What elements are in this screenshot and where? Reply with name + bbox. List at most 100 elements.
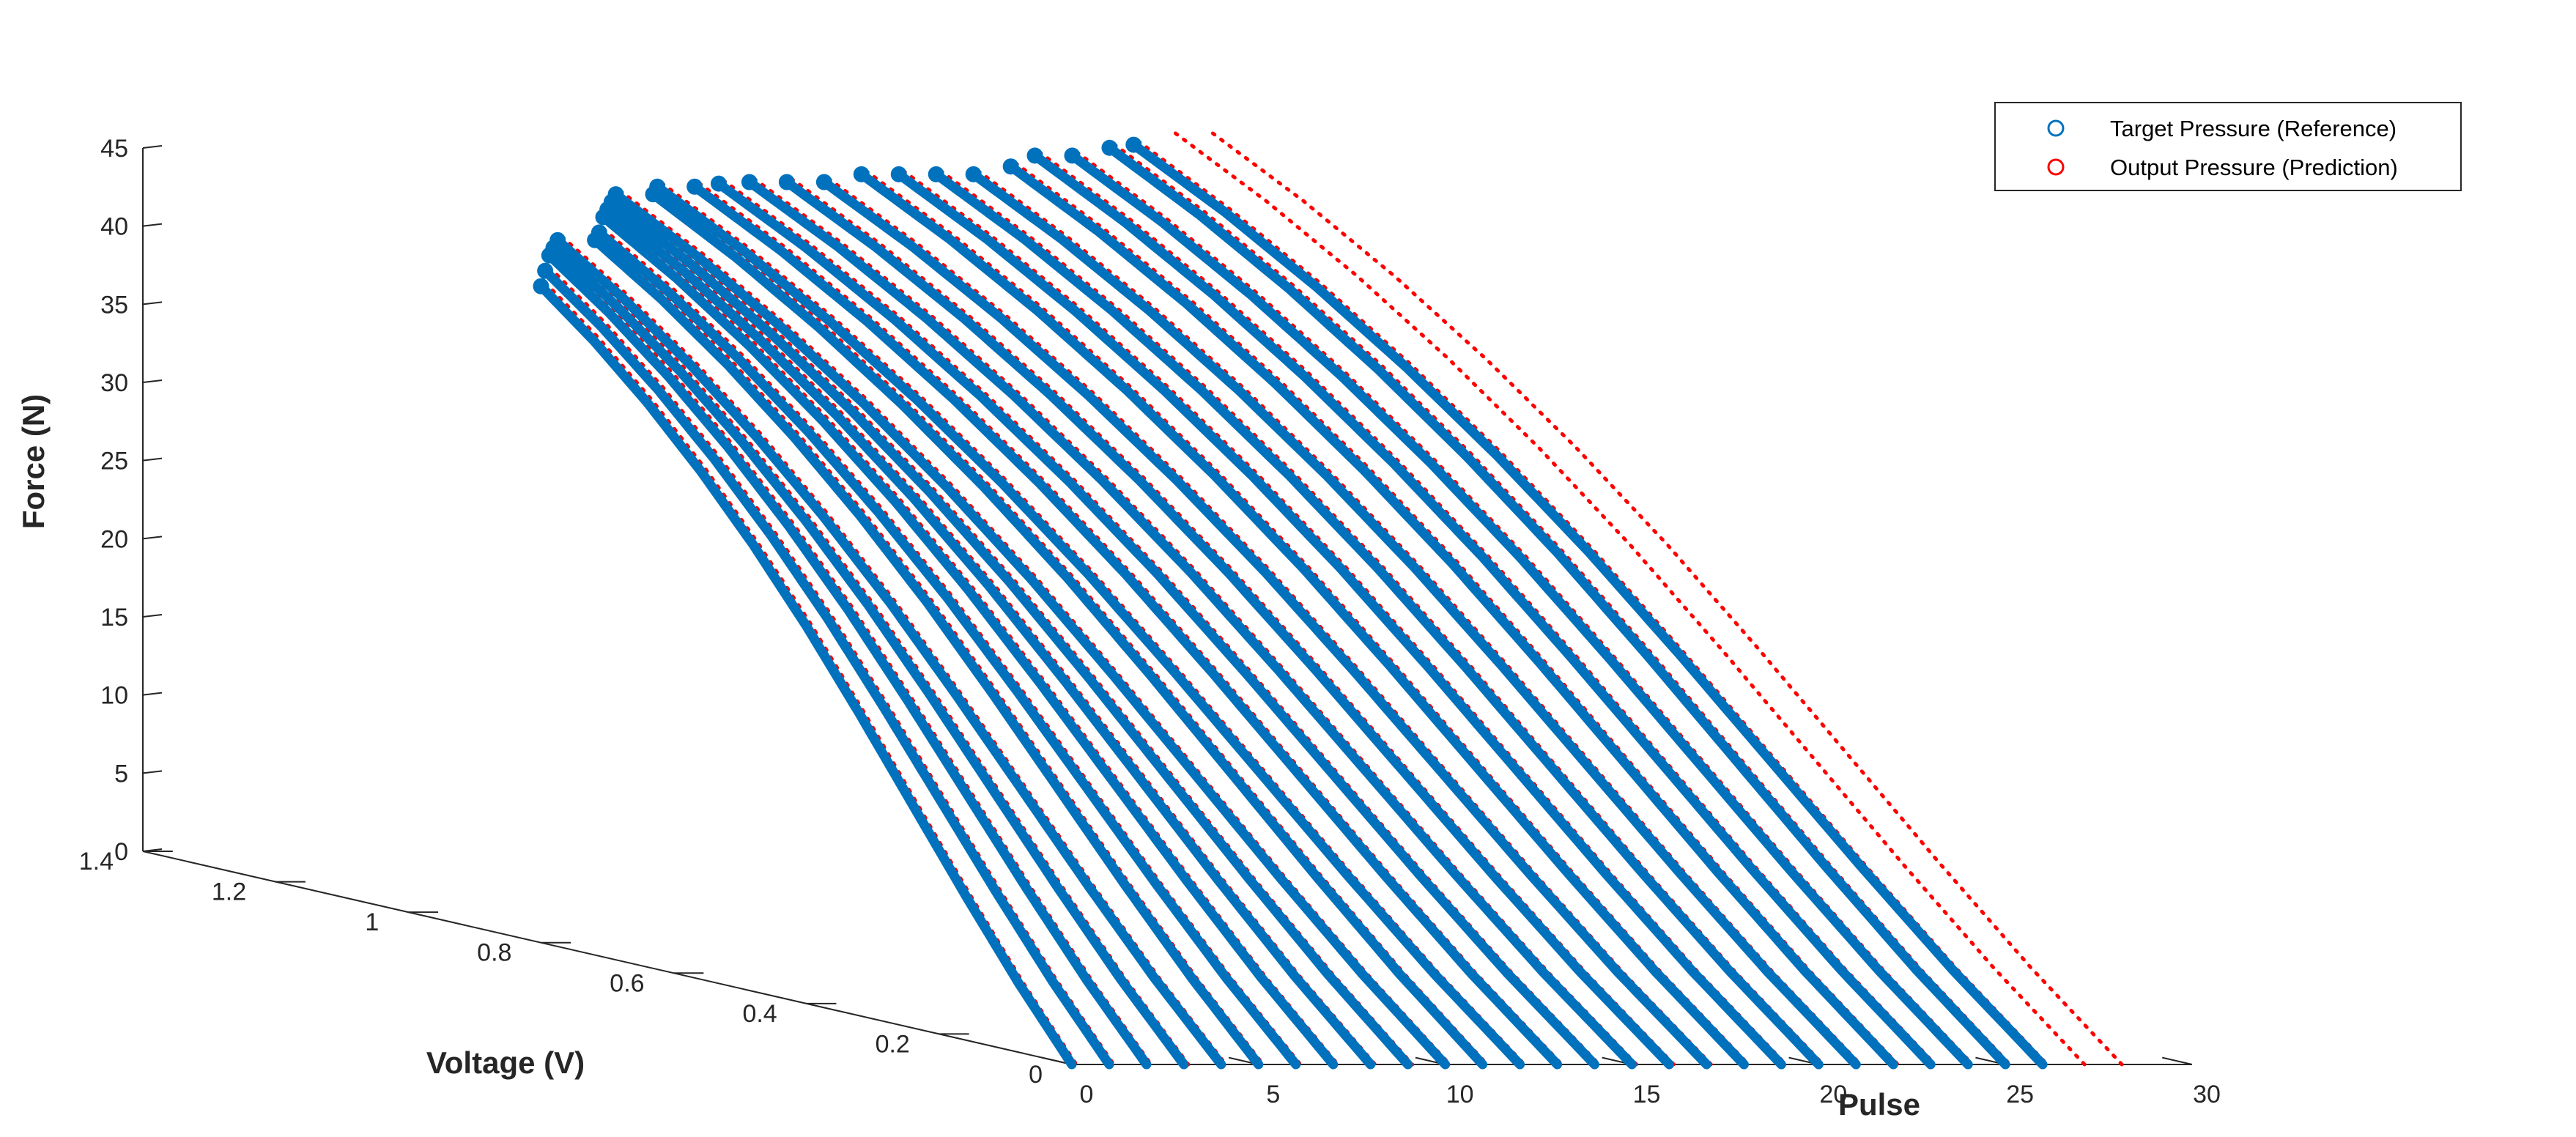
target-peak-marker — [1064, 147, 1081, 164]
target-curve-pulse-16 — [782, 177, 1674, 1070]
target-curve-pulse-9 — [607, 197, 1413, 1070]
target-curve-pulse-13 — [689, 182, 1563, 1070]
x-axis-label: Pulse — [1838, 1087, 1920, 1122]
target-peak-marker — [741, 174, 758, 190]
z-tick-mark — [142, 457, 163, 462]
z-tick-label: 25 — [100, 448, 128, 475]
axis-labels: Pulse Voltage (V) Force (N) — [16, 394, 1920, 1122]
plot-curves — [533, 131, 2124, 1070]
z-tick-mark — [142, 145, 163, 149]
target-curve-pulse-26 — [1128, 140, 2048, 1070]
z-tick-mark — [142, 536, 163, 540]
x-tick-label: 5 — [1266, 1081, 1280, 1108]
target-peak-marker — [928, 166, 944, 182]
z-tick-mark — [142, 223, 163, 227]
target-curve-pulse-21 — [969, 169, 1861, 1070]
z-tick-label: 15 — [100, 604, 128, 632]
prediction-curve-pulse-3 — [556, 242, 1191, 1067]
target-curve-pulse-11 — [648, 189, 1488, 1070]
target-curve-pulse-7 — [599, 212, 1339, 1070]
z-tick-mark — [142, 614, 163, 618]
prediction-curve-pulse-24 — [1075, 150, 1974, 1067]
z-tick-label: 0 — [114, 838, 128, 866]
x-tick-label: 20 — [1819, 1081, 1847, 1108]
target-curve-pulse-10 — [611, 189, 1451, 1070]
target-curve-pulse-23 — [1030, 150, 1936, 1070]
y-tick-label: 0 — [1029, 1061, 1043, 1089]
legend: Target Pressure (Reference) Output Press… — [1994, 102, 2462, 191]
z-tick-label: 5 — [114, 760, 128, 788]
target-curve-pulse-2 — [544, 251, 1152, 1070]
target-curve-pulse-12 — [652, 182, 1525, 1070]
legend-prediction-marker — [2047, 158, 2065, 176]
y-tick-label: 1.2 — [212, 878, 246, 906]
target-curve-pulse-1 — [540, 266, 1114, 1070]
y-tick-label: 0.2 — [876, 1030, 910, 1058]
y-tick-label: 1 — [365, 908, 379, 936]
x-tick-label: 0 — [1080, 1081, 1094, 1108]
target-curve-pulse-20 — [931, 169, 1824, 1070]
z-tick-label: 10 — [100, 682, 128, 710]
target-curve-pulse-8 — [602, 204, 1376, 1070]
legend-target-marker — [2047, 119, 2065, 137]
y-tick-label: 1.4 — [79, 848, 114, 875]
z-axis-label: Force (N) — [16, 394, 51, 529]
z-tick-label: 30 — [100, 369, 128, 397]
x-tick-mark — [2162, 1056, 2193, 1065]
target-peak-marker — [710, 175, 727, 192]
legend-target-label: Target Pressure (Reference) — [2110, 116, 2397, 141]
target-peak-marker — [1125, 136, 1142, 153]
target-curve-pulse-0 — [536, 281, 1077, 1070]
legend-box — [1994, 102, 2462, 191]
y-axis-label: Voltage (V) — [426, 1045, 585, 1080]
target-peak-marker — [1002, 158, 1019, 175]
target-curve-pulse-17 — [819, 177, 1711, 1070]
target-peak-marker — [1026, 147, 1043, 164]
target-peak-marker — [591, 224, 607, 241]
target-peak-marker — [965, 166, 982, 182]
x-tick-label: 15 — [1633, 1081, 1661, 1108]
prediction-curve-pulse-28 — [1210, 131, 2124, 1067]
prediction-curve-pulse-2 — [552, 250, 1153, 1067]
x-tick-label: 10 — [1446, 1081, 1474, 1108]
target-curve-pulse-5 — [590, 235, 1264, 1070]
target-curve-pulse-4 — [552, 235, 1226, 1070]
target-curve-pulse-14 — [714, 179, 1599, 1070]
z-tick-mark — [142, 692, 163, 696]
target-peak-marker — [549, 232, 566, 248]
z-tick-mark — [142, 848, 163, 852]
target-peak-marker — [607, 186, 624, 203]
target-curve-pulse-3 — [549, 242, 1189, 1070]
prediction-curve-pulse-1 — [547, 265, 1116, 1067]
x-tick-label: 25 — [2006, 1081, 2034, 1108]
target-peak-marker — [1101, 139, 1118, 156]
target-curve-pulse-25 — [1105, 143, 2010, 1070]
y-tick-label: 0.4 — [742, 1000, 777, 1028]
target-peak-marker — [853, 166, 870, 182]
x-tick-label: 30 — [2193, 1081, 2221, 1108]
target-peak-marker — [533, 278, 549, 295]
target-curve-pulse-24 — [1067, 150, 1973, 1070]
target-curve-pulse-18 — [856, 169, 1749, 1070]
target-peak-marker — [686, 178, 703, 195]
target-peak-marker — [890, 166, 907, 182]
z-tick-label: 20 — [100, 525, 128, 553]
target-curve-pulse-22 — [1006, 161, 1898, 1070]
target-peak-marker — [778, 174, 795, 190]
z-tick-label: 40 — [100, 213, 128, 241]
target-curve-pulse-15 — [744, 177, 1637, 1070]
target-peak-marker — [649, 178, 666, 195]
y-tick-label: 0.8 — [477, 939, 511, 967]
z-tick-label: 45 — [100, 135, 128, 163]
z-tick-mark — [142, 301, 163, 305]
y-tick-label: 0.6 — [610, 969, 644, 997]
z-tick-label: 35 — [100, 291, 128, 319]
z-tick-mark — [142, 379, 163, 383]
z-tick-mark — [142, 770, 163, 774]
target-curve-pulse-19 — [894, 169, 1786, 1070]
target-curve-pulse-6 — [594, 227, 1301, 1070]
prediction-curve-pulse-27 — [1173, 131, 2087, 1067]
target-peak-marker — [815, 174, 832, 190]
